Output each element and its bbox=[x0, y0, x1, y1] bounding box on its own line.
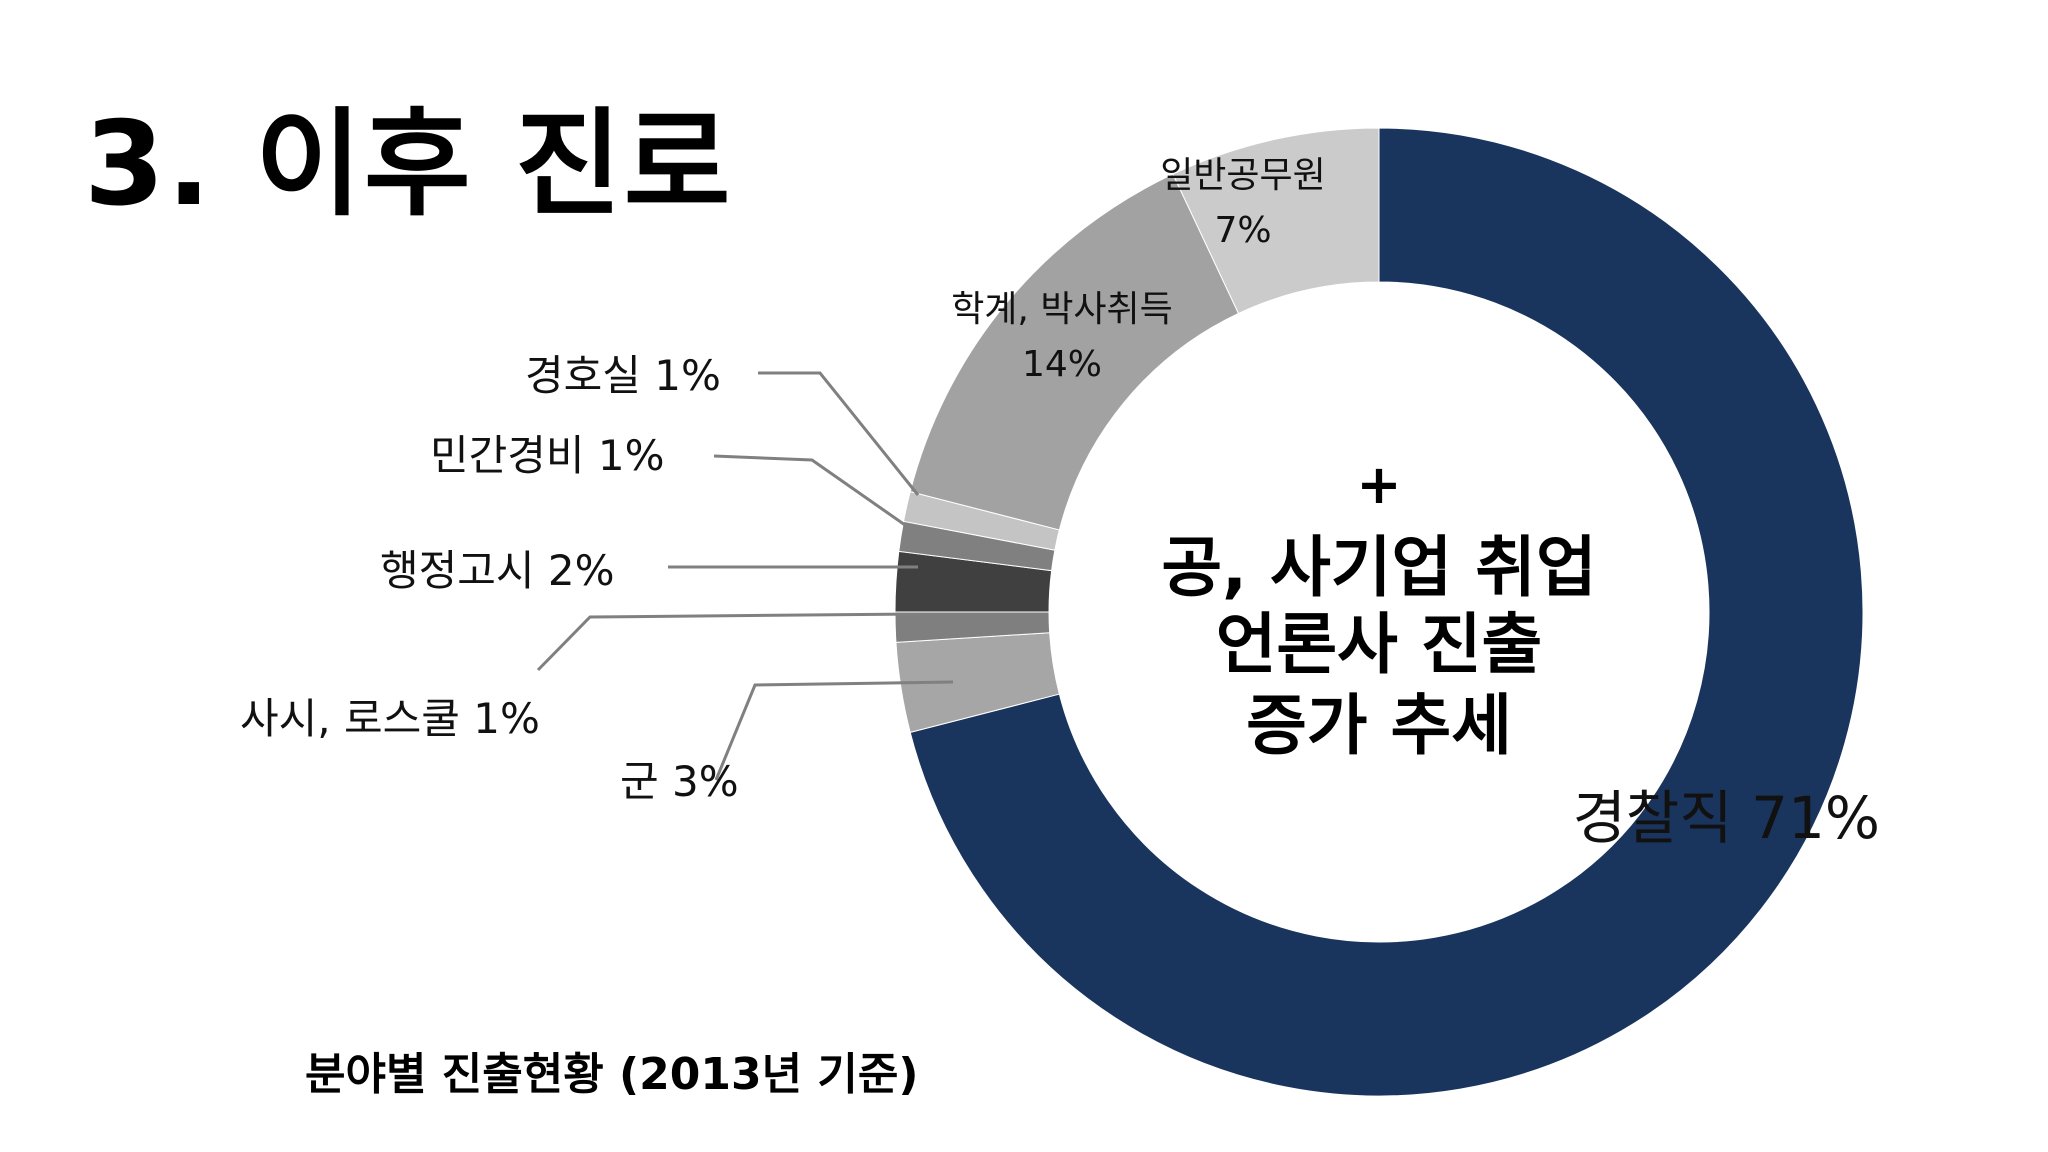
donut-slice-0 bbox=[909, 127, 1864, 1097]
slice-label-line: 학계, 박사취득 bbox=[951, 289, 1173, 330]
slice-label-0: 경찰직 71% bbox=[1573, 784, 1880, 852]
leader-line-2 bbox=[536, 612, 919, 672]
slice-label-3: 행정고시 2% bbox=[380, 546, 615, 595]
slice-label-1: 군 3% bbox=[620, 757, 739, 806]
center-text-line-2: 증가 추세 bbox=[1246, 687, 1512, 764]
leader-line-1 bbox=[714, 680, 954, 781]
center-text-line-0: 공, 사기업 취업 bbox=[1161, 529, 1596, 606]
slice-label-4: 민간경비 1% bbox=[430, 431, 665, 480]
slice-label-line: 일반공무원 bbox=[1160, 155, 1326, 196]
slice-label-5: 경호실 1% bbox=[525, 351, 721, 400]
slice-label-7: 일반공무원 7% bbox=[1160, 155, 1326, 251]
slice-label-6: 학계, 박사취득 14% bbox=[951, 289, 1173, 385]
chart-caption: 분야별 진출현황 (2013년 기준) bbox=[305, 1049, 919, 1100]
leader-line-5 bbox=[758, 371, 920, 496]
slice-label-line: 7% bbox=[1214, 210, 1271, 251]
slice-label-line: 14% bbox=[1022, 344, 1102, 385]
center-plus: + bbox=[1356, 453, 1401, 516]
donut-slice-7 bbox=[1172, 127, 1380, 315]
leader-line-4 bbox=[713, 454, 906, 527]
center-text-line-1: 언론사 진출 bbox=[1216, 606, 1543, 683]
page-title: 3. 이후 진로 bbox=[84, 97, 733, 232]
slice-label-2: 사시, 로스쿨 1% bbox=[240, 694, 540, 743]
